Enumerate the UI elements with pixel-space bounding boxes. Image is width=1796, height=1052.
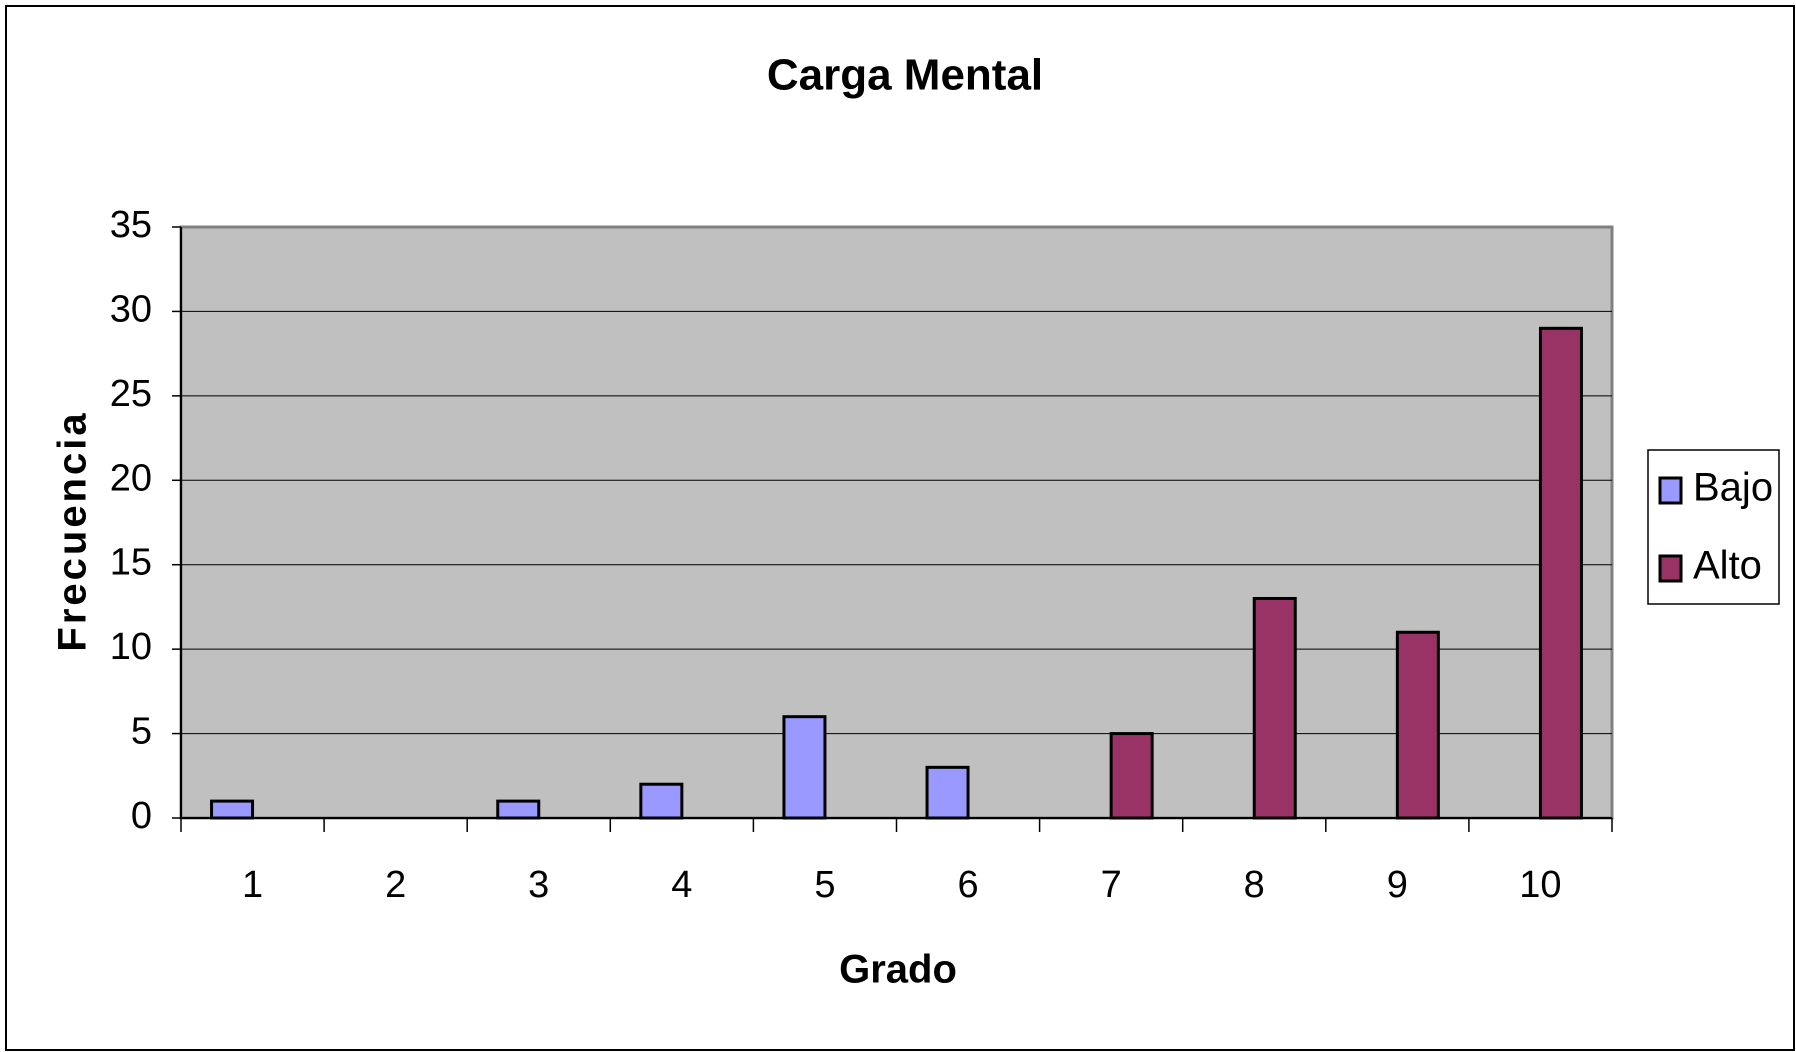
bar (782, 715, 827, 820)
bar (1538, 326, 1583, 820)
bar (639, 782, 684, 820)
y-tick-label: 5 (131, 711, 152, 753)
y-axis-title: Frecuencia (51, 410, 95, 651)
legend-label: Bajo (1693, 466, 1773, 510)
x-tick-label: 8 (1244, 864, 1265, 906)
plot-area (179, 225, 1614, 820)
x-tick-label: 9 (1387, 864, 1408, 906)
x-tick-label: 4 (671, 864, 692, 906)
bar (925, 765, 970, 820)
x-axis-title: Grado (839, 948, 957, 992)
bar (496, 799, 541, 820)
x-tick-label: 10 (1519, 864, 1561, 906)
y-tick-label: 15 (110, 542, 152, 584)
x-tick-label: 3 (528, 864, 549, 906)
x-tick-label: 1 (242, 864, 263, 906)
legend-label: Alto (1693, 544, 1762, 588)
chart-title: Carga Mental (767, 51, 1043, 100)
legend-swatch (1658, 554, 1683, 583)
x-tick-label: 5 (814, 864, 835, 906)
x-tick-label: 6 (957, 864, 978, 906)
y-tick-label: 25 (110, 373, 152, 415)
y-tick-label: 10 (110, 626, 152, 668)
y-tick-label: 0 (131, 795, 152, 837)
legend-swatch (1658, 476, 1683, 505)
bar (1252, 596, 1297, 820)
bar (1395, 630, 1440, 820)
y-tick-label: 20 (110, 457, 152, 499)
y-tick-label: 30 (110, 288, 152, 330)
x-tick-label: 7 (1101, 864, 1122, 906)
y-tick-label: 35 (110, 204, 152, 246)
x-tick-label: 2 (385, 864, 406, 906)
bar (210, 799, 255, 820)
bar (1109, 732, 1154, 820)
legend: Bajo Alto (1647, 449, 1780, 605)
